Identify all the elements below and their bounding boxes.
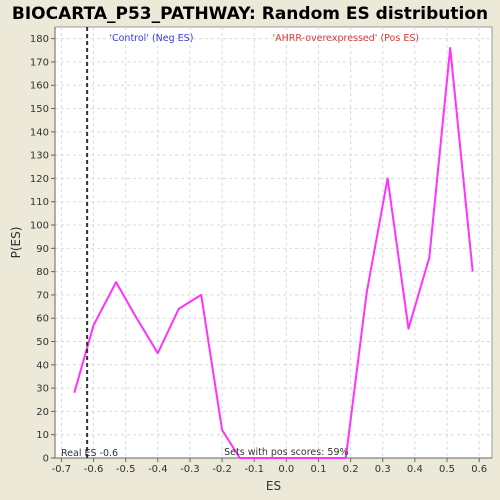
plot-area: [54, 26, 493, 459]
y-tick-label: 180: [30, 34, 49, 45]
y-axis-label: P(ES): [9, 227, 23, 259]
x-tick-label: -0.1: [244, 464, 264, 475]
y-tick-label: 70: [36, 290, 49, 301]
y-tick-label: 90: [36, 244, 49, 255]
x-tick-label: 0.6: [471, 464, 487, 475]
x-tick-label: 0.2: [343, 464, 359, 475]
x-tick-label: -0.7: [52, 464, 72, 475]
y-tick-label: 30: [36, 384, 49, 395]
y-tick-label: 110: [30, 197, 49, 208]
x-tick-label: -0.2: [212, 464, 232, 475]
legend-pos-es: 'AHRR-overexpressed' (Pos ES): [273, 33, 420, 44]
x-tick-label: -0.5: [116, 464, 136, 475]
grid: [55, 27, 492, 458]
x-tick-label: -0.4: [148, 464, 168, 475]
y-tick-label: 140: [30, 127, 49, 138]
y-ticks: 0 10 20 30 40 50 60 70 80 90 100 110 120 130 140 150 160…: [30, 34, 55, 465]
y-tick-label: 50: [36, 337, 49, 348]
x-axis-label: ES: [266, 479, 281, 493]
y-tick-label: 10: [36, 430, 49, 441]
series-line: [73, 47, 474, 459]
x-ticks: -0.7 -0.6 -0.5 -0.4 -0.3 -0.2 -0.1 0.0 0.1 0.2 0.3…: [52, 458, 487, 475]
x-tick-label: -0.3: [180, 464, 200, 475]
y-tick-label: 20: [36, 407, 49, 418]
x-tick-label: -0.6: [84, 464, 104, 475]
y-tick-label: 150: [30, 104, 49, 115]
y-tick-label: 170: [30, 57, 49, 68]
pos-scores-annotation: Sets with pos scores: 59%: [224, 447, 348, 458]
real-es-label: Real ES -0.6: [61, 448, 118, 459]
y-tick-label: 100: [30, 221, 49, 232]
legend-neg-es: 'Control' (Neg ES): [109, 33, 193, 44]
y-tick-label: 0: [43, 454, 49, 465]
x-tick-label: 0.4: [407, 464, 423, 475]
y-tick-label: 130: [30, 151, 49, 162]
y-tick-label: 160: [30, 81, 49, 92]
x-tick-label: 0.3: [375, 464, 391, 475]
x-tick-label: 0.0: [278, 464, 294, 475]
y-tick-label: 80: [36, 267, 49, 278]
y-tick-label: 120: [30, 174, 49, 185]
y-tick-label: 40: [36, 360, 49, 371]
chart-title: BIOCARTA_P53_PATHWAY: Random ES distribu…: [12, 4, 488, 24]
x-tick-label: 0.5: [439, 464, 455, 475]
series: [73, 47, 474, 459]
y-tick-label: 60: [36, 314, 49, 325]
x-tick-label: 0.1: [311, 464, 327, 475]
